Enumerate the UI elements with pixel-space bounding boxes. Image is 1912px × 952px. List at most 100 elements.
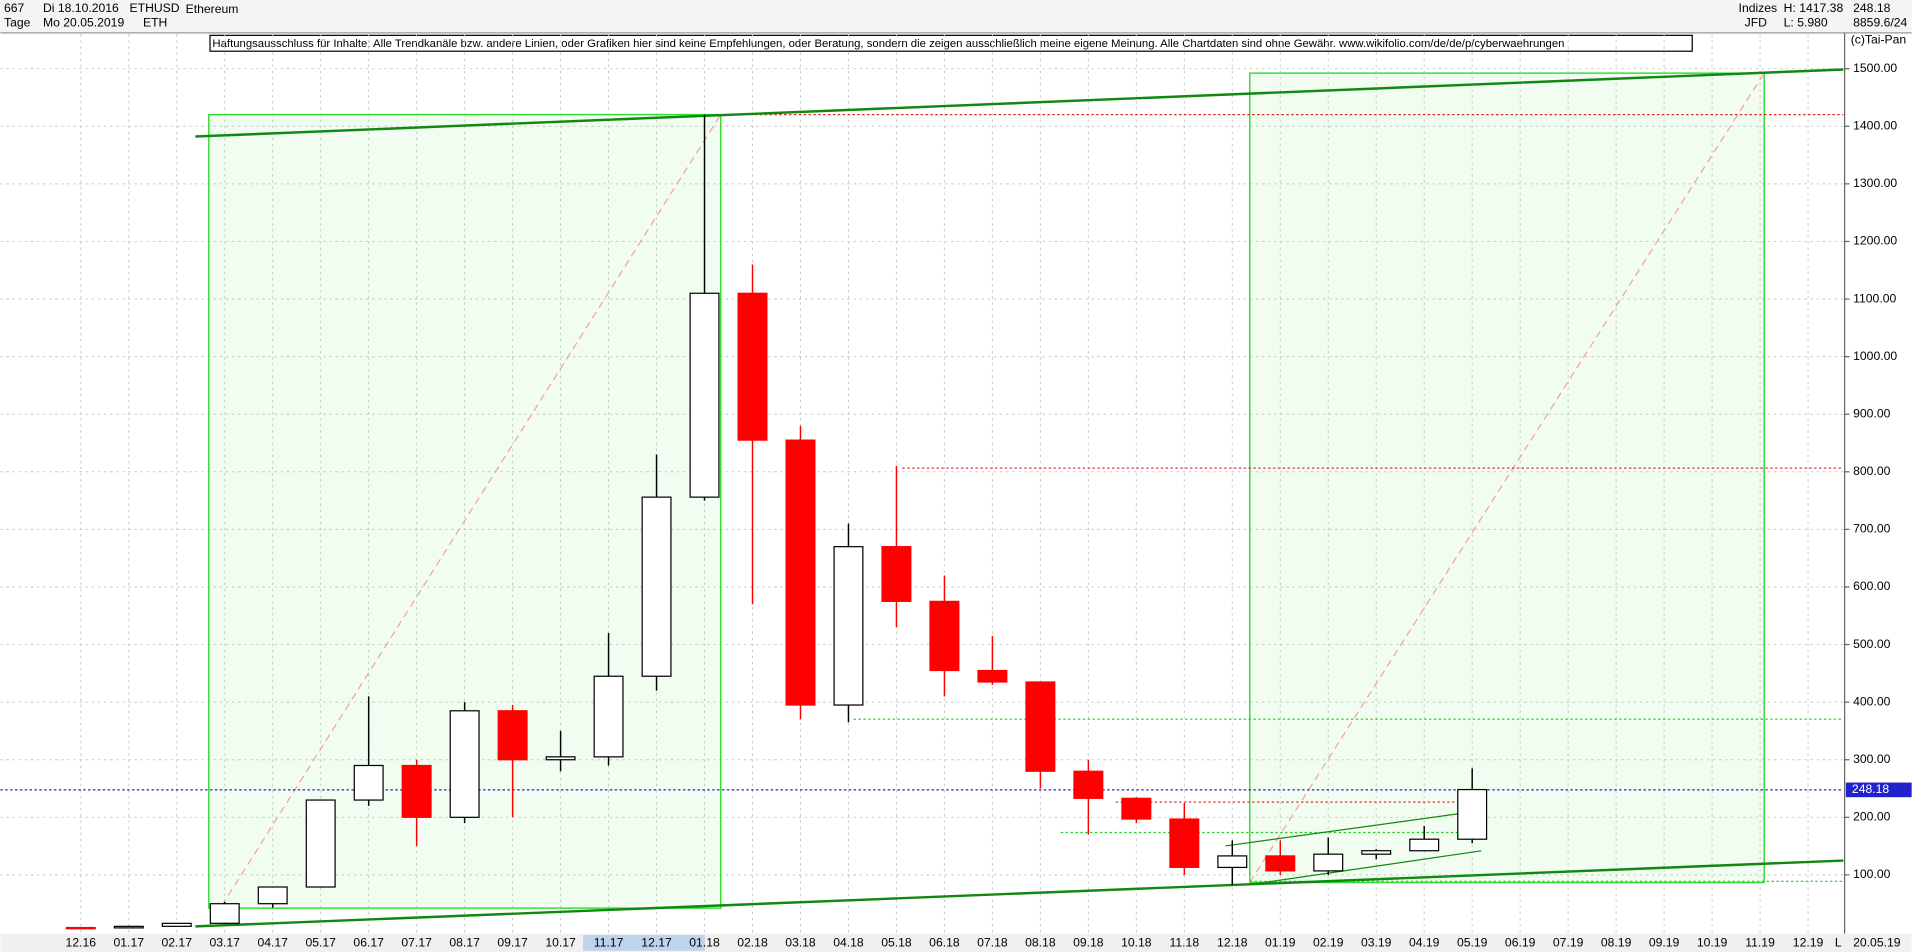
x-tick-label: 05.18 [881,936,912,950]
y-tick-label: 1500.00 [1853,61,1897,75]
end-date[interactable]: Mo 20.05.2019 [43,15,124,29]
x-tick-label: 08.18 [1025,936,1056,950]
candle-body [449,710,480,818]
price-tag [1845,782,1912,798]
x-tick-label: 11.19 [1745,936,1775,950]
x-tick-label: 06.17 [353,936,384,950]
candle-body [65,926,96,930]
x-tick-label: 01.17 [114,936,145,950]
candles [65,114,1488,930]
diagonal [1249,72,1765,883]
x-tick-label: 07.18 [977,936,1008,950]
group: Indizes [1739,1,1778,15]
candle-body [1361,850,1392,855]
candle-body [1169,818,1200,869]
candle-body [641,496,672,677]
candle-body [1265,855,1296,872]
candle-body [161,922,192,927]
candle-body [929,600,960,672]
x-tick-label: 10.18 [1121,936,1152,950]
x-tick-label: 08.19 [1601,936,1632,950]
candle-body [1409,838,1440,852]
x-tick-label: 08.17 [449,936,480,950]
candle-body [209,903,240,924]
low-label: L: 5.980 [1784,15,1828,29]
disclaimer: Haftungsausschluss für Inhalte: Alle Tre… [212,38,1564,50]
start-date[interactable]: Di 18.10.2016 [43,1,119,15]
candle-body [593,675,624,758]
y-tick-label: 1100.00 [1853,291,1896,305]
x-tick-label: 06.18 [929,936,960,950]
y-tick-label: 200.00 [1853,810,1890,824]
x-tick-label: 10.19 [1697,936,1728,950]
y-tick-label: 400.00 [1853,694,1890,708]
x-tick-label: 02.18 [737,936,768,950]
x-tick-label: 09.17 [497,936,528,950]
header-bar [0,0,1912,33]
x-axis-bar [0,933,1912,952]
drawings [0,68,1844,928]
candle-body [1457,788,1488,840]
candle-body [737,292,768,441]
y-tick-label: 1000.00 [1853,349,1897,363]
x-tick-label: 03.18 [785,936,816,950]
x-tick-label: 09.19 [1649,936,1680,950]
trend-line [195,859,1844,928]
x-tick-label: 02.19 [1313,936,1344,950]
x-tick-label: 09.18 [1073,936,1104,950]
y-tick-label: 700.00 [1853,522,1890,536]
x-tick-label: 11.18 [1170,936,1200,950]
x-tick-label: 04.17 [257,936,288,950]
extra-info: 8859.6/24 [1853,15,1907,29]
y-tick-label: 900.00 [1853,406,1890,420]
x-tick-label: 07.19 [1553,936,1584,950]
x-tick-label: 12.19 [1793,936,1824,950]
candle-body [977,669,1008,683]
symbol: ETHUSD [130,1,180,15]
x-tick-label: 04.18 [833,936,864,950]
candle-body [1121,797,1152,820]
candle-body [113,925,144,929]
x-tick-label: 11.17 [594,936,624,950]
y-tick-label: 500.00 [1853,637,1890,651]
candle-body [545,756,576,761]
x-axis-highlight [583,934,705,951]
candle-body [1217,855,1248,869]
candle-body [785,439,816,706]
trend-line [1225,809,1482,847]
x-tick-label: 01.18 [689,936,720,950]
short-name: ETH [143,15,167,29]
x-tick-label: 05.19 [1457,936,1488,950]
x-tick-label: 12.18 [1217,936,1248,950]
scale-mode[interactable]: L [1835,936,1842,950]
price-tag-label: 248.18 [1852,782,1889,796]
y-tick-label: 100.00 [1853,867,1890,881]
x-tick-label: 03.17 [209,936,240,950]
x-tick-label: 02.17 [162,936,193,950]
last-price: 248.18 [1853,1,1890,15]
x-tick-label: 10.17 [545,936,576,950]
y-tick-label: 300.00 [1853,752,1890,766]
high-label: H: 1417.38 [1784,1,1844,15]
x-tick-label: 06.19 [1505,936,1536,950]
candle-body [257,886,288,905]
diagonal [208,114,722,927]
x-tick-label: 12.16 [66,936,97,950]
instrument-name: Ethereum [186,2,239,16]
candle-body [881,546,912,602]
y-tick-label: 1200.00 [1853,234,1897,248]
y-tick-label: 600.00 [1853,579,1890,593]
source: JFD [1745,15,1768,29]
disclaimer-box [209,34,1693,52]
trend-line [1255,850,1482,885]
candle-body [401,764,432,818]
x-tick-label: 05.17 [305,936,336,950]
count[interactable]: 667 [4,1,25,15]
candle-body [305,799,336,888]
y-tick-label: 1400.00 [1853,118,1897,132]
period[interactable]: Tage [4,15,31,29]
y-tick-label: 1300.00 [1853,176,1897,190]
x-tick-label: 03.19 [1361,936,1392,950]
